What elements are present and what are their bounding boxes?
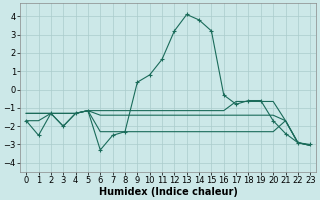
X-axis label: Humidex (Indice chaleur): Humidex (Indice chaleur) (99, 187, 238, 197)
